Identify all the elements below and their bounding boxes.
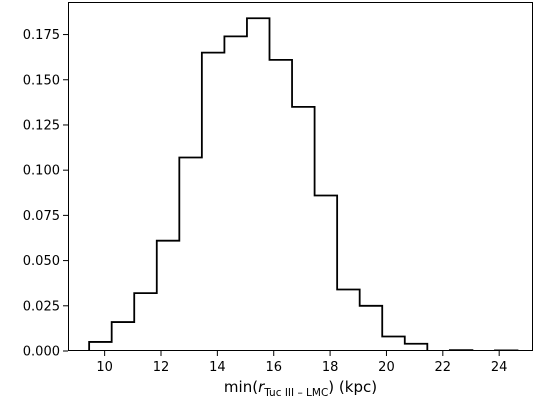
x-tick-label: 22 — [435, 360, 452, 375]
x-tick-label: 24 — [491, 360, 508, 375]
x-tick-label: 14 — [209, 360, 226, 375]
histogram-bar — [202, 53, 225, 351]
x-axis-label-symbol: r — [258, 378, 265, 396]
histogram-bar — [247, 18, 270, 351]
x-tick-label: 16 — [265, 360, 282, 375]
y-axis: 0.000 0.025 0.050 0.075 0.100 0.125 0.150 0.175 — [23, 28, 68, 360]
histogram-bar — [360, 306, 383, 351]
histogram-bar — [270, 60, 293, 351]
x-tick-label: 18 — [322, 360, 339, 375]
y-tick-label: 0.100 — [23, 164, 60, 179]
x-tick-label: 10 — [96, 360, 113, 375]
histogram-bar — [179, 158, 202, 351]
axes-frame — [68, 2, 533, 351]
x-axis-label-prefix: min( — [224, 378, 258, 396]
y-tick-label: 0.150 — [23, 73, 60, 88]
x-axis: 10 12 14 16 18 20 22 24 — [96, 351, 507, 375]
x-tick-label: 12 — [153, 360, 170, 375]
y-tick-label: 0.125 — [23, 118, 60, 133]
plot-area — [68, 17, 533, 351]
x-axis-label-suffix: ) (kpc) — [328, 378, 377, 396]
y-tick-label: 0.175 — [23, 28, 60, 43]
x-axis-label-subscript: Tuc III – LMC — [263, 387, 328, 399]
histogram-step-outline — [68, 17, 533, 351]
histogram-bar — [337, 290, 360, 351]
histogram-bar — [405, 344, 428, 351]
histogram-bar — [382, 337, 405, 351]
y-tick-label: 0.050 — [23, 254, 60, 269]
histogram-bar — [157, 241, 180, 351]
histogram-bar — [292, 107, 315, 351]
histogram-bar — [315, 195, 338, 351]
x-axis-label: min(rTuc III – LMC) (kpc) — [224, 378, 377, 399]
y-tick-label: 0.000 — [23, 345, 60, 360]
y-tick-label: 0.075 — [23, 209, 60, 224]
histogram-bar — [89, 342, 112, 351]
histogram-bar — [134, 293, 157, 351]
histogram-bar — [224, 36, 247, 351]
x-tick-label: 20 — [378, 360, 395, 375]
y-tick-label: 0.025 — [23, 299, 60, 314]
histogram-bar — [112, 322, 135, 351]
